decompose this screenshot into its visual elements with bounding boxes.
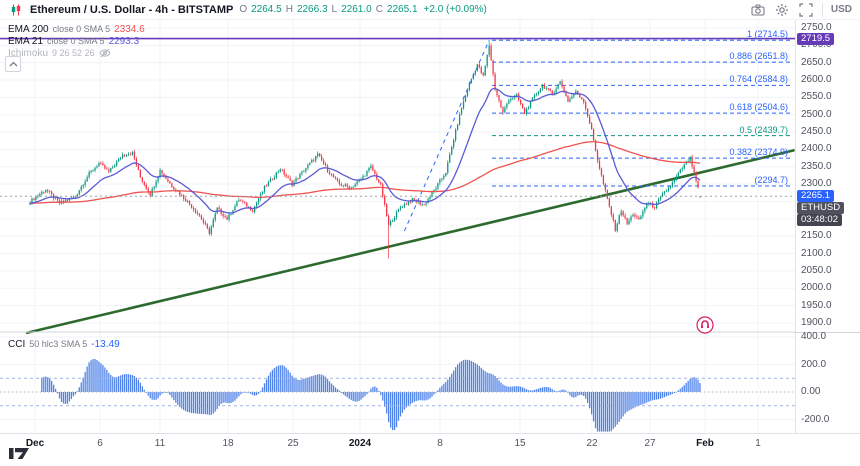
ichimoku-params: 9 26 52 26 [52, 48, 95, 58]
price-axis[interactable] [795, 20, 860, 433]
ema200-value: 2334.6 [114, 23, 145, 35]
symbol-title-button[interactable]: Ethereum / U.S. Dollar - 4h - BITSTAMP [30, 3, 234, 16]
ema200-name: EMA 200 [8, 23, 49, 35]
ohlc-values: O 2264.5 H 2266.3 L 2261.0 C 2265.1 [239, 4, 417, 15]
fib-level-label[interactable]: 0.886 (2651.8) [729, 51, 788, 62]
cci-params: 50 hlc3 SMA 5 [29, 339, 88, 349]
low-label: L [331, 4, 338, 15]
legend-collapse-button[interactable] [5, 56, 21, 72]
magnet-icon[interactable] [696, 316, 714, 334]
fib-level-label[interactable]: (2294.7) [754, 174, 788, 185]
eye-off-icon[interactable] [98, 47, 111, 59]
ema21-value: 2293.3 [108, 35, 140, 47]
change-value: +2.0 (+0.09%) [423, 4, 487, 15]
cci-name: CCI [8, 338, 26, 350]
chart-area[interactable] [0, 0, 795, 466]
legend-cci[interactable]: CCI 50 hlc3 SMA 5 -13.49 [8, 338, 120, 350]
open-label: O [239, 4, 248, 15]
pane-separator[interactable] [795, 332, 860, 333]
legend-ichimoku[interactable]: Ichimoku 9 26 52 26 [8, 47, 111, 59]
high-label: H [285, 4, 293, 15]
chart-header: Ethereum / U.S. Dollar - 4h - BITSTAMP O… [0, 0, 860, 20]
currency-button[interactable]: USD [830, 4, 852, 15]
high-value: 2266.3 [296, 4, 328, 15]
camera-icon[interactable] [750, 2, 766, 18]
header-right-toolbar: USD [750, 2, 860, 18]
cci-value: -13.49 [91, 338, 120, 350]
fib-level-label[interactable]: 0.5 (2439.7) [739, 124, 788, 135]
legend-ema21[interactable]: EMA 21 close 0 SMA 5 2293.3 [8, 35, 139, 47]
close-value: 2265.1 [386, 4, 418, 15]
fib-level-label[interactable]: 0.764 (2584.8) [729, 74, 788, 85]
ichimoku-name: Ichimoku [8, 47, 49, 59]
low-value: 2261.0 [341, 4, 372, 15]
fib-level-label[interactable]: 1 (2714.5) [746, 29, 788, 40]
ema21-name: EMA 21 [8, 35, 44, 47]
legend-ema200[interactable]: EMA 200 close 0 SMA 5 2334.6 [8, 23, 145, 35]
close-label: C [375, 4, 383, 15]
settings-gear-icon[interactable] [774, 2, 790, 18]
ema21-params: close 0 SMA 5 [47, 36, 105, 46]
candlestick-chart-icon[interactable] [8, 2, 24, 18]
ema200-params: close 0 SMA 5 [52, 24, 111, 34]
time-axis[interactable] [0, 433, 860, 466]
fib-level-label[interactable]: 0.618 (2504.6) [729, 102, 788, 113]
divider [821, 2, 823, 17]
fib-level-label[interactable]: 0.382 (2374.9) [729, 147, 788, 158]
tradingview-logo[interactable] [8, 444, 32, 463]
fullscreen-icon[interactable] [798, 2, 814, 18]
open-value: 2264.5 [251, 4, 282, 15]
